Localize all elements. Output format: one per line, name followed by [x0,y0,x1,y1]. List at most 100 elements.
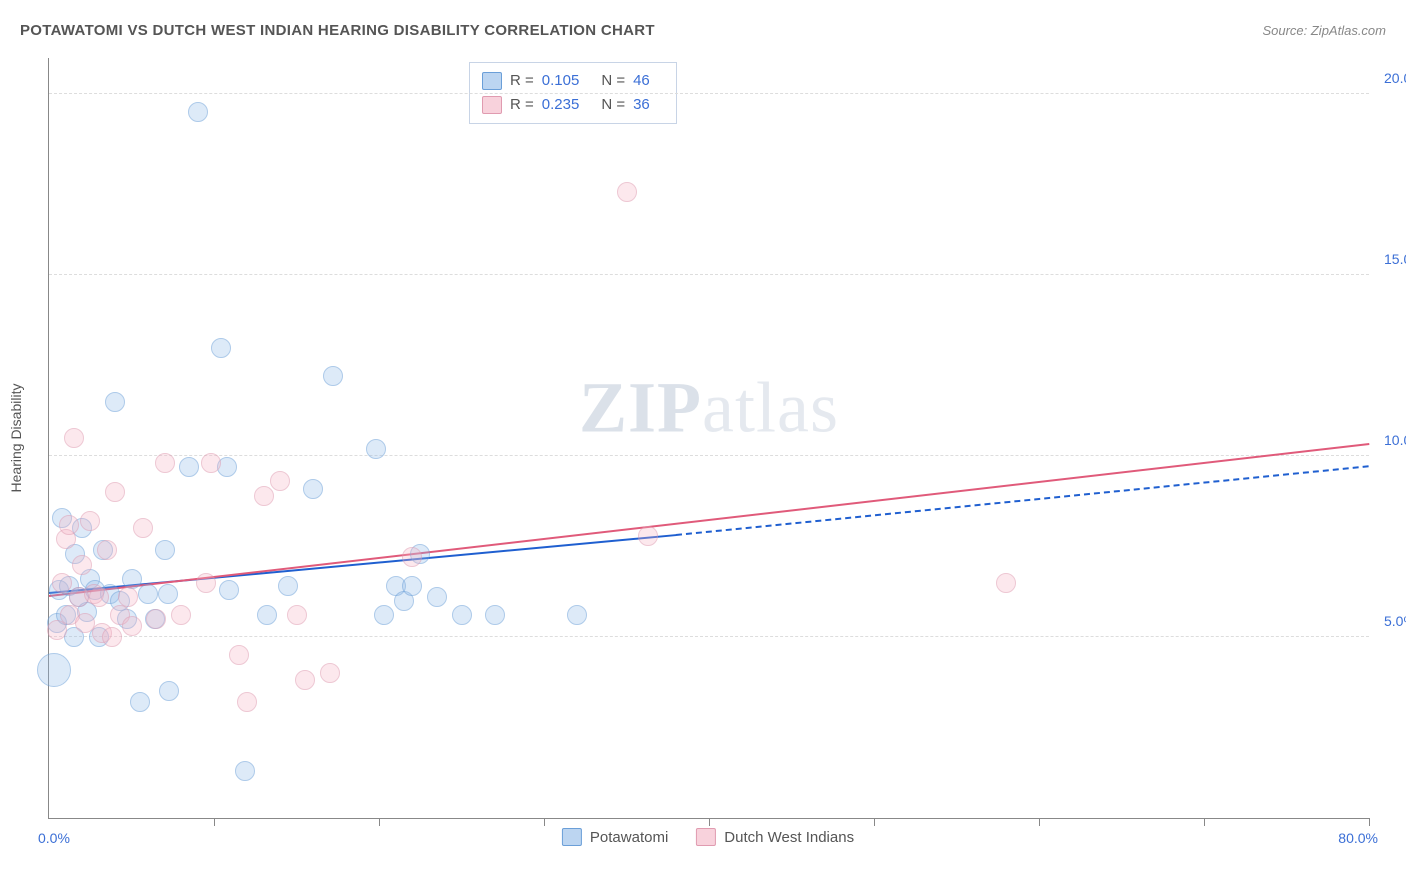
watermark-bold: ZIP [579,367,702,447]
n-value-b: 36 [633,93,650,117]
legend-item-a: Potawatomi [562,828,668,846]
data-point [320,663,340,683]
n-label: N = [601,69,625,93]
data-point [237,692,257,712]
xtick [1204,818,1205,826]
data-point [155,453,175,473]
data-point [158,584,178,604]
data-point [323,366,343,386]
r-value-a: 0.105 [542,69,580,93]
data-point [72,555,92,575]
data-point [235,761,255,781]
x-origin-label: 0.0% [38,830,70,846]
legend-item-b: Dutch West Indians [696,828,854,846]
data-point [155,540,175,560]
data-point [171,605,191,625]
data-point [97,540,117,560]
xtick [544,818,545,826]
data-point [638,526,658,546]
data-point [270,471,290,491]
ytick-label: 5.0% [1374,613,1406,629]
data-point [105,482,125,502]
source-prefix: Source: [1262,23,1310,38]
watermark-rest: atlas [702,367,839,447]
data-point [996,573,1016,593]
data-point [102,627,122,647]
data-point [295,670,315,690]
data-point [427,587,447,607]
r-label: R = [510,93,534,117]
data-point [201,453,221,473]
n-label: N = [601,93,625,117]
xtick [379,818,380,826]
ytick-label: 15.0% [1374,251,1406,267]
data-point [254,486,274,506]
x-max-label: 80.0% [1338,830,1378,846]
swatch-potawatomi [482,72,502,90]
data-point [89,587,109,607]
legend: Potawatomi Dutch West Indians [562,828,854,846]
xtick [1369,818,1370,826]
xtick [709,818,710,826]
gridline [49,636,1369,637]
source-attribution: Source: ZipAtlas.com [1262,23,1386,38]
chart-area: Hearing Disability ZIPatlas R = 0.105 N … [48,58,1368,818]
y-axis-label: Hearing Disability [8,384,24,493]
data-point [105,392,125,412]
stats-row-b: R = 0.235 N = 36 [482,93,664,117]
xtick [214,818,215,826]
xtick [1039,818,1040,826]
xtick [874,818,875,826]
data-point [211,338,231,358]
data-point [188,102,208,122]
trend-line [676,465,1369,536]
legend-label-a: Potawatomi [590,829,668,846]
data-point [219,580,239,600]
plot-region: ZIPatlas R = 0.105 N = 46 R = 0.235 N = … [48,58,1369,819]
n-value-a: 46 [633,69,650,93]
data-point [122,616,142,636]
legend-swatch-a [562,828,582,846]
data-point [287,605,307,625]
data-point [402,576,422,596]
data-point [133,518,153,538]
source-name: ZipAtlas.com [1311,23,1386,38]
data-point [138,584,158,604]
gridline [49,455,1369,456]
data-point [80,511,100,531]
data-point [37,653,71,687]
ytick-label: 20.0% [1374,70,1406,86]
gridline [49,93,1369,94]
data-point [485,605,505,625]
legend-swatch-b [696,828,716,846]
legend-label-b: Dutch West Indians [724,829,854,846]
data-point [366,439,386,459]
data-point [122,569,142,589]
trend-line [49,443,1369,597]
data-point [278,576,298,596]
data-point [59,515,79,535]
data-point [179,457,199,477]
data-point [567,605,587,625]
stats-row-a: R = 0.105 N = 46 [482,69,664,93]
chart-title: POTAWATOMI VS DUTCH WEST INDIAN HEARING … [20,22,655,39]
data-point [452,605,472,625]
data-point [146,609,166,629]
watermark: ZIPatlas [579,366,839,449]
r-label: R = [510,69,534,93]
data-point [374,605,394,625]
data-point [159,681,179,701]
data-point [130,692,150,712]
data-point [196,573,216,593]
data-point [257,605,277,625]
swatch-dutch-west-indian [482,96,502,114]
data-point [64,428,84,448]
data-point [229,645,249,665]
header: POTAWATOMI VS DUTCH WEST INDIAN HEARING … [20,22,1386,39]
data-point [402,547,422,567]
data-point [303,479,323,499]
gridline [49,274,1369,275]
data-point [52,573,72,593]
data-point [617,182,637,202]
ytick-label: 10.0% [1374,432,1406,448]
